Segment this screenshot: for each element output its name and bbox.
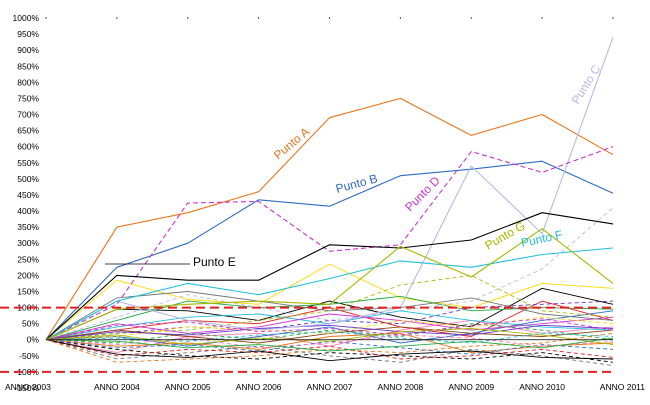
series-line <box>45 313 614 341</box>
series-line <box>45 334 614 349</box>
series-line <box>45 339 614 362</box>
x-tick-label: ANNO 2004 <box>94 382 140 392</box>
series-line <box>45 332 614 363</box>
y-tick-label: 450% <box>17 190 39 200</box>
y-tick-label: 550% <box>17 158 39 168</box>
x-axis: ANNO 2003 ANNO 2004 ANNO 2005 ANNO 2006 ANNO… <box>5 17 645 392</box>
series-line-punto-d <box>45 146 614 341</box>
series-line-punto-e <box>45 212 614 341</box>
series-line <box>45 300 614 341</box>
y-tick-label: 0% <box>27 335 40 345</box>
series-line <box>45 324 614 341</box>
y-tick-label: -100% <box>14 367 39 377</box>
series-line <box>45 326 614 344</box>
series-line-punto-b <box>45 160 614 341</box>
series-label-punto-e: Punto E <box>193 255 236 269</box>
y-tick-label: 200% <box>17 270 39 280</box>
series-line <box>45 263 614 341</box>
y-tick-label: 950% <box>17 29 39 39</box>
x-tick-label: ANNO 2011 <box>600 382 645 392</box>
series-line <box>45 332 614 354</box>
series-line <box>45 339 614 360</box>
series-line <box>45 339 614 366</box>
series-label-punto-c: Punto C <box>569 62 604 106</box>
y-tick-label: -50% <box>19 351 39 361</box>
highlighted-series-group <box>45 37 614 341</box>
y-tick-label: -150% <box>14 383 39 393</box>
series-line-punto-c <box>45 37 614 341</box>
background-series-group <box>45 207 614 366</box>
y-tick-label: 400% <box>17 206 39 216</box>
y-tick-label: 1000% <box>13 13 40 23</box>
y-tick-label: 650% <box>17 126 39 136</box>
x-tick-label: ANNO 2003 <box>5 382 51 392</box>
reference-lines <box>0 306 613 373</box>
x-tick-label: ANNO 2009 <box>448 382 494 392</box>
y-tick-label: 50% <box>22 319 39 329</box>
y-tick-label: 750% <box>17 93 39 103</box>
series-line <box>45 331 614 344</box>
series-label-punto-b: Punto B <box>334 171 379 196</box>
series-line-punto-f <box>45 247 614 341</box>
y-tick-label: 900% <box>17 45 39 55</box>
series-line <box>45 328 614 346</box>
x-tick-label: ANNO 2010 <box>519 382 565 392</box>
y-axis-tick-labels: -150%-100%-50%0%50%100%150%200%250%300%3… <box>13 13 40 393</box>
y-tick-label: 300% <box>17 238 39 248</box>
y-tick-label: 250% <box>17 254 39 264</box>
x-tick-label: ANNO 2007 <box>307 382 353 392</box>
x-tick-label: ANNO 2006 <box>236 382 282 392</box>
y-tick-label: 800% <box>17 77 39 87</box>
x-tick-label: ANNO 2008 <box>377 382 423 392</box>
series-line <box>45 337 614 352</box>
series-line <box>45 316 614 341</box>
series-line <box>45 207 614 341</box>
y-tick-label: 700% <box>17 110 39 120</box>
series-line <box>45 319 614 354</box>
series-label-punto-d: Punto D <box>402 173 443 214</box>
y-tick-label: 600% <box>17 142 39 152</box>
series-line-punto-a <box>45 97 614 340</box>
y-tick-label: 500% <box>17 174 39 184</box>
x-tick-label: ANNO 2005 <box>165 382 211 392</box>
y-tick-label: 850% <box>17 61 39 71</box>
y-tick-label: 150% <box>17 286 39 296</box>
y-tick-label: 350% <box>17 222 39 232</box>
